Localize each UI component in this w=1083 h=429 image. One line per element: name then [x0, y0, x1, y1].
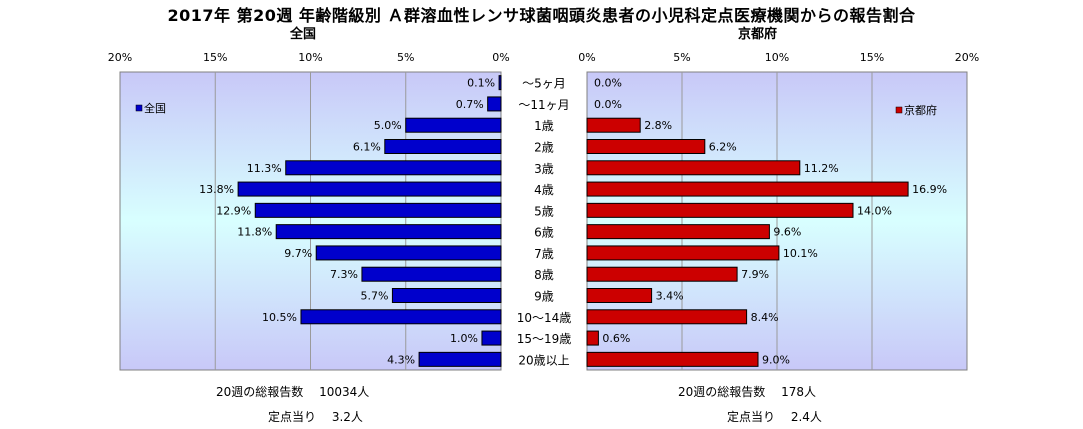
- left-bar: [300, 309, 502, 325]
- right-per-sentinel: 定点当り 2.4人: [727, 410, 822, 424]
- category-label: 8歳: [534, 268, 554, 282]
- left-tick-label: 10%: [298, 51, 322, 64]
- right-bar: [586, 330, 599, 346]
- category-label: 9歳: [534, 290, 554, 304]
- right-bar: [586, 288, 653, 303]
- left-data-label: 6.1%: [353, 141, 381, 154]
- right-panel-title: 京都府: [738, 27, 778, 42]
- left-data-label: 5.0%: [374, 119, 402, 132]
- right-data-label: 16.9%: [912, 183, 947, 196]
- right-data-label: 0.0%: [594, 98, 622, 111]
- right-bar: [586, 117, 641, 133]
- left-data-label: 0.1%: [467, 77, 495, 90]
- left-total-reports: 20週の総報告数 10034人: [216, 385, 370, 399]
- left-tick-label: 15%: [203, 51, 227, 64]
- left-bar: [405, 117, 502, 133]
- category-label: 5歳: [534, 204, 554, 218]
- left-bar: [237, 181, 502, 197]
- right-tick-label: 20%: [955, 51, 979, 64]
- category-label: 7歳: [534, 247, 554, 261]
- category-label: 3歳: [534, 162, 554, 176]
- category-label: ～11ヶ月: [518, 98, 569, 112]
- right-data-label: 11.2%: [804, 162, 839, 175]
- right-tick-label: 5%: [673, 51, 690, 64]
- right-data-label: 0.0%: [594, 77, 622, 90]
- left-bar: [391, 288, 502, 303]
- left-data-label: 9.7%: [284, 247, 312, 260]
- left-data-label: 1.0%: [450, 332, 478, 345]
- left-per-sentinel: 定点当り 3.2人: [268, 410, 363, 424]
- left-bar: [254, 202, 502, 218]
- category-label: 20歳以上: [518, 353, 569, 367]
- right-bar: [586, 351, 759, 367]
- right-bar: [586, 139, 706, 154]
- left-data-label: 0.7%: [456, 98, 484, 111]
- right-legend-swatch: [895, 106, 903, 114]
- left-data-label: 11.3%: [247, 162, 282, 175]
- category-label: 2歳: [534, 141, 554, 155]
- category-label: 15～19歳: [517, 332, 572, 346]
- left-data-label: 10.5%: [262, 311, 297, 324]
- right-data-label: 3.4%: [656, 290, 684, 303]
- left-tick-label: 5%: [397, 51, 414, 64]
- right-data-label: 0.6%: [602, 332, 630, 345]
- left-bar: [275, 224, 502, 240]
- right-bar: [586, 245, 780, 261]
- left-bar: [481, 330, 502, 346]
- category-label: 6歳: [534, 226, 554, 240]
- right-bar: [586, 160, 801, 176]
- left-tick-label: 20%: [108, 51, 132, 64]
- right-data-label: 6.2%: [709, 141, 737, 154]
- right-tick-label: 10%: [765, 51, 789, 64]
- right-data-label: 2.8%: [644, 119, 672, 132]
- right-data-label: 8.4%: [751, 311, 779, 324]
- right-legend-label: 京都府: [904, 103, 937, 117]
- left-panel-title: 全国: [290, 27, 317, 42]
- left-legend-label: 全国: [144, 101, 166, 115]
- right-bar: [586, 309, 748, 325]
- right-tick-label: 0%: [578, 51, 595, 64]
- right-tick-label: 15%: [860, 51, 884, 64]
- left-data-label: 12.9%: [216, 204, 251, 217]
- left-tick-label: 0%: [492, 51, 509, 64]
- right-data-label: 9.6%: [773, 226, 801, 239]
- category-label: ～5ヶ月: [522, 77, 566, 91]
- right-data-label: 10.1%: [783, 247, 818, 260]
- category-label: 4歳: [534, 183, 554, 197]
- right-data-label: 14.0%: [857, 204, 892, 217]
- left-data-label: 13.8%: [199, 183, 234, 196]
- right-total-reports: 20週の総報告数 178人: [678, 385, 816, 399]
- chart-title: 2017年 第20週 年齢階級別 Ａ群溶血性レンサ球菌咽頭炎患者の小児科定点医療…: [167, 6, 916, 25]
- left-bar: [361, 266, 502, 282]
- category-label: 10～14歳: [517, 311, 572, 325]
- right-data-label: 7.9%: [741, 268, 769, 281]
- category-label: 1歳: [534, 119, 554, 133]
- left-data-label: 4.3%: [387, 353, 415, 366]
- left-data-label: 11.8%: [237, 226, 272, 239]
- left-legend-swatch: [135, 104, 143, 112]
- left-bar: [285, 160, 502, 176]
- left-data-label: 7.3%: [330, 268, 358, 281]
- right-bar: [586, 202, 854, 218]
- left-bar: [384, 139, 502, 154]
- right-data-label: 9.0%: [762, 353, 790, 366]
- left-data-label: 5.7%: [360, 290, 388, 303]
- left-bar: [498, 75, 502, 91]
- right-bar: [586, 224, 770, 240]
- left-bar: [418, 351, 502, 367]
- right-bar: [586, 181, 909, 197]
- right-bar: [586, 266, 738, 282]
- left-bar: [487, 96, 502, 112]
- left-bar: [315, 245, 502, 261]
